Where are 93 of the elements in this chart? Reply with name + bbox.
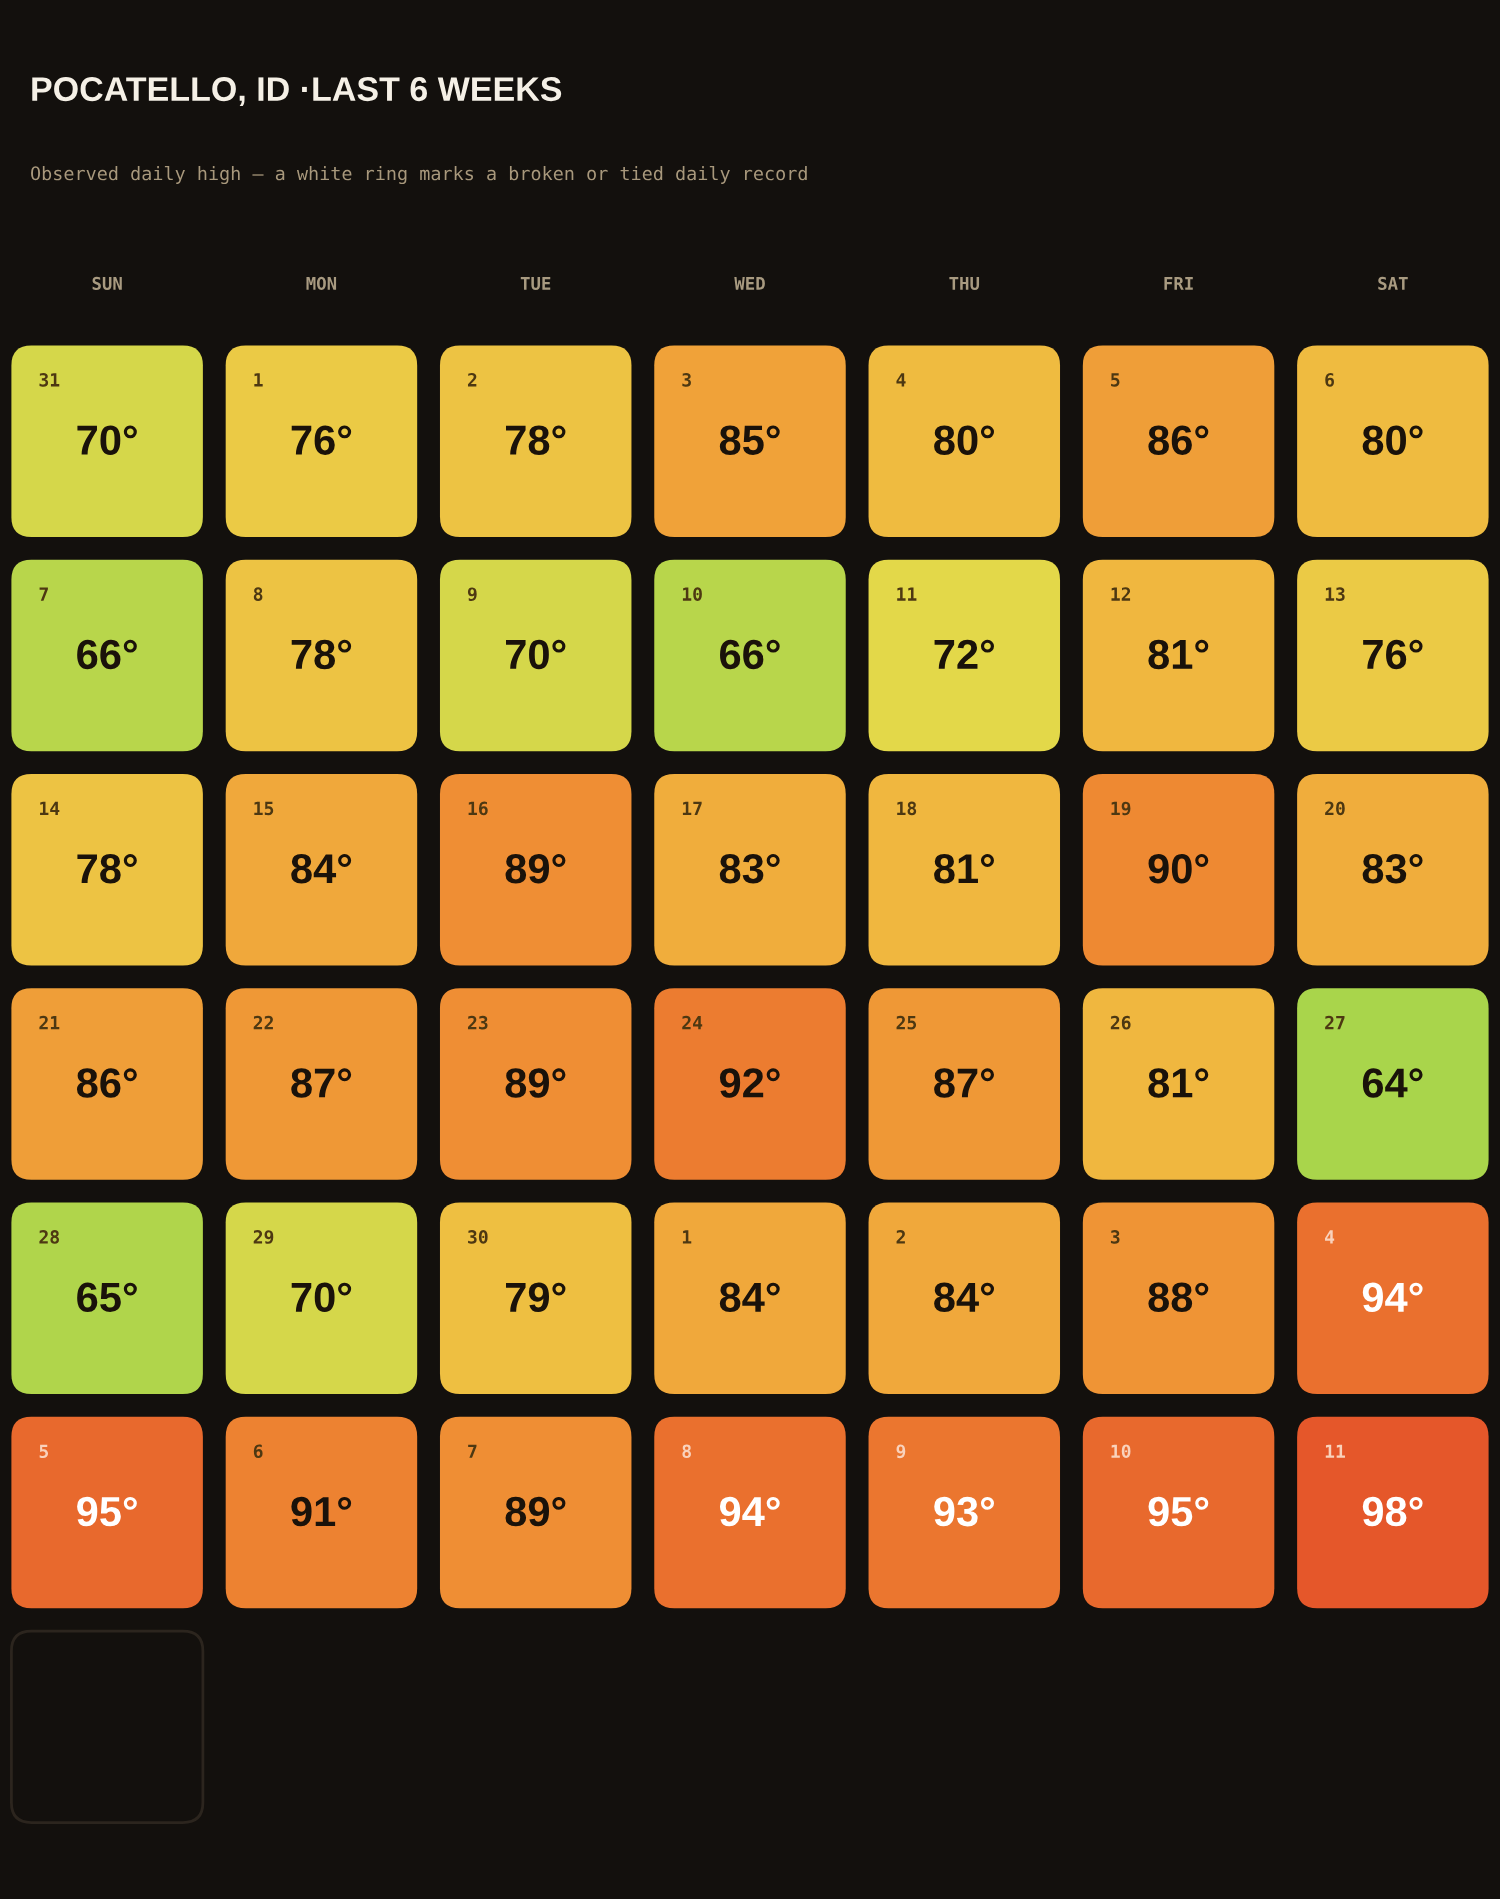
data-label: 70°	[506, 639, 566, 670]
annotation: 22	[253, 1015, 273, 1030]
data-label: 93°	[934, 1496, 994, 1527]
data-label: 64°	[1362, 1068, 1423, 1098]
data-label: 78°	[506, 425, 566, 455]
data-label: 65°	[77, 1282, 137, 1313]
annotation: 28	[39, 1230, 59, 1244]
annotation: 4	[896, 373, 906, 387]
annotation: 30	[468, 1230, 488, 1244]
data-label: 76°	[291, 425, 352, 455]
annotation: 25	[896, 1015, 917, 1030]
data-label: 81°	[934, 853, 994, 884]
data-label: 66°	[720, 639, 780, 670]
annotation: 11	[1325, 1444, 1345, 1458]
chart-title: POCATELLO, ID ·LAST 6 WEEKS	[32, 77, 562, 107]
data-label: 80°	[934, 425, 994, 455]
annotation: 21	[39, 1015, 60, 1030]
annotation: 4	[1325, 1230, 1335, 1244]
annotation: 18	[897, 801, 917, 816]
annotation: 7	[39, 587, 48, 601]
data-label: 95°	[1148, 1496, 1209, 1527]
data-label: 86°	[1148, 425, 1209, 455]
data-label: 91°	[291, 1496, 352, 1527]
data-label: 89°	[505, 1068, 566, 1098]
annotation: 3	[682, 372, 691, 387]
data-label: 87°	[934, 1068, 994, 1098]
data-label: 81°	[1148, 1068, 1209, 1098]
data-label: 76°	[1363, 639, 1423, 670]
annotation: 6	[1325, 373, 1334, 387]
annotation: 10	[1111, 1444, 1131, 1459]
data-label: 89°	[505, 1496, 566, 1527]
data-label: 66°	[77, 639, 137, 670]
data-label: 89°	[505, 853, 566, 884]
annotation: 9	[896, 1444, 906, 1459]
data-label: 79°	[506, 1282, 566, 1313]
annotation: 16	[468, 801, 488, 816]
data-label: 84°	[934, 1282, 994, 1313]
annotation: 29	[253, 1230, 274, 1244]
annotation: 5	[39, 1444, 49, 1459]
annotation: 6	[253, 1444, 263, 1459]
x-tick-label: SAT	[1378, 276, 1408, 290]
annotation: 14	[40, 801, 60, 815]
data-label: 86°	[76, 1068, 137, 1098]
data-label: 70°	[77, 425, 137, 455]
data-label: 83°	[719, 853, 780, 884]
chart-subtitle: Observed daily high — a white ring marks a broken or tied daily record	[31, 165, 807, 185]
data-label: 84°	[291, 853, 352, 884]
annotation: 1	[682, 1230, 692, 1244]
annotation: 17	[682, 801, 702, 815]
x-tick-label: FRI	[1164, 277, 1193, 290]
annotation: 2	[896, 1230, 905, 1244]
annotation: 12	[1111, 587, 1131, 601]
data-label: 81°	[1148, 639, 1209, 670]
data-label: 85°	[719, 425, 780, 455]
x-tick-label: THU	[949, 277, 980, 290]
annotation: 3	[1110, 1230, 1120, 1244]
data-label: 92°	[719, 1068, 780, 1098]
data-label: 83°	[1362, 853, 1423, 884]
annotation: 20	[1325, 801, 1345, 816]
data-label: 95°	[77, 1496, 137, 1527]
data-label: 90°	[1148, 853, 1209, 884]
annotation: 9	[467, 587, 477, 602]
annotation: 24	[682, 1015, 703, 1030]
data-label: 94°	[719, 1496, 780, 1527]
annotation: 7	[468, 1444, 477, 1458]
x-tick-label: WED	[734, 277, 765, 290]
annotation: 27	[1325, 1015, 1345, 1030]
annotation: 31	[39, 372, 60, 387]
annotation: 2	[467, 372, 477, 387]
annotation: 23	[467, 1015, 488, 1030]
data-label: 78°	[77, 853, 137, 884]
data-label: 78°	[291, 639, 352, 670]
annotation: 19	[1111, 801, 1131, 816]
annotation: 26	[1110, 1015, 1131, 1030]
annotation: 13	[1325, 587, 1345, 601]
annotation: 8	[682, 1444, 691, 1459]
data-label: 87°	[291, 1068, 352, 1098]
data-label: 98°	[1362, 1496, 1423, 1527]
annotation: 11	[897, 587, 917, 601]
annotation: 5	[1111, 373, 1120, 387]
annotation: 10	[682, 587, 702, 601]
data-label: 94°	[1362, 1282, 1423, 1313]
data-label: 84°	[719, 1282, 780, 1313]
x-tick-label: SUN	[92, 276, 122, 290]
data-label: 80°	[1362, 425, 1423, 455]
annotation: 8	[253, 587, 263, 601]
data-label: 88°	[1148, 1282, 1209, 1313]
x-tick-label: MON	[306, 276, 337, 290]
data-label: 72°	[934, 639, 994, 669]
annotation: 15	[254, 801, 274, 816]
x-tick-label: TUE	[520, 277, 551, 290]
annotation: 1	[254, 373, 263, 387]
data-label: 70°	[291, 1282, 352, 1313]
